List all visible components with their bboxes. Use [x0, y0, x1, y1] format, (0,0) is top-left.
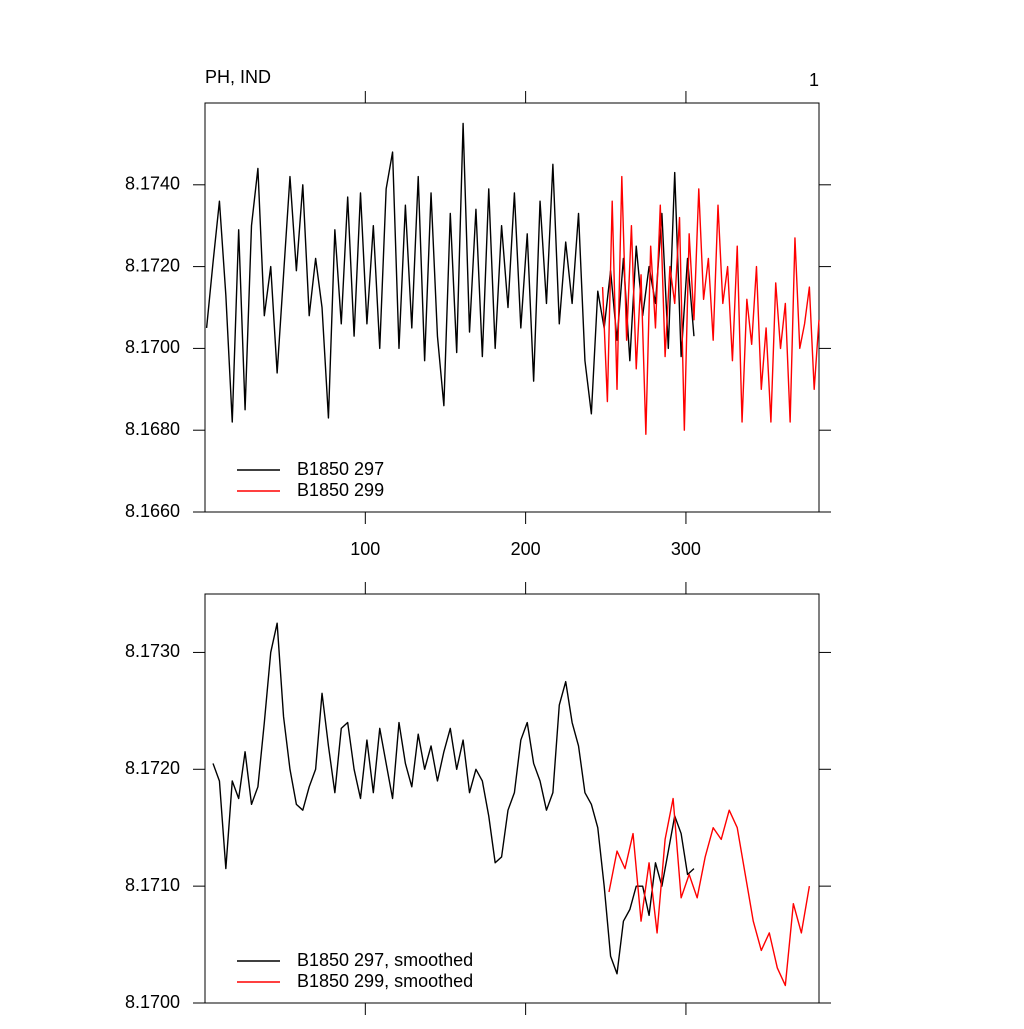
- y-tick-label: 8.1680: [125, 419, 180, 439]
- chart-right-title: 1: [809, 70, 819, 90]
- series-line: [205, 122, 695, 423]
- x-tick-label: 200: [511, 539, 541, 559]
- y-tick-label: 8.1700: [125, 992, 180, 1012]
- series-line: [601, 175, 820, 435]
- y-tick-label: 8.1730: [125, 641, 180, 661]
- plot-frame: [204, 593, 820, 1004]
- legend-label: B1850 297, smoothed: [297, 950, 473, 970]
- series-line: [608, 797, 811, 987]
- legend-label: B1850 299, smoothed: [297, 971, 473, 991]
- y-tick-label: 8.1720: [125, 758, 180, 778]
- y-tick-label: 8.1700: [125, 337, 180, 357]
- plot-frame: [204, 102, 820, 513]
- y-tick-label: 8.1740: [125, 174, 180, 194]
- x-tick-label: 100: [350, 539, 380, 559]
- y-tick-label: 8.1720: [125, 255, 180, 275]
- y-tick-label: 8.1710: [125, 875, 180, 895]
- series-line: [212, 622, 695, 975]
- chart-title: PH, IND: [205, 67, 271, 87]
- x-tick-label: 300: [671, 539, 701, 559]
- legend-label: B1850 299: [297, 480, 384, 500]
- legend-label: B1850 297: [297, 459, 384, 479]
- y-tick-label: 8.1660: [125, 501, 180, 521]
